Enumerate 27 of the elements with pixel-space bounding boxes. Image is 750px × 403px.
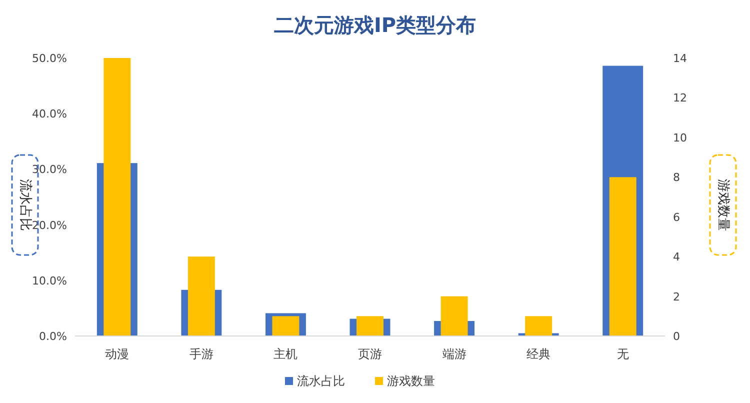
y2-tick-label: 0 <box>673 330 680 343</box>
x-tick-label: 端游 <box>442 347 466 361</box>
y2-axis-title: 游戏数量 <box>716 179 730 231</box>
legend-label: 游戏数量 <box>387 374 435 388</box>
y-tick-label: 50.0% <box>32 52 67 65</box>
x-tick-label: 无 <box>616 347 629 361</box>
y-tick-label: 40.0% <box>32 108 67 121</box>
y2-tick-label: 8 <box>673 171 680 184</box>
x-tick-label: 页游 <box>358 347 382 361</box>
x-tick-label: 经典 <box>526 347 551 361</box>
legend-label: 流水占比 <box>297 374 345 388</box>
y2-tick-label: 14 <box>673 52 687 65</box>
x-tick-label: 主机 <box>274 347 298 361</box>
y-tick-label: 20.0% <box>32 218 67 232</box>
y2-tick-label: 4 <box>673 250 680 264</box>
y-tick-label: 0.0% <box>39 330 67 343</box>
x-tick-label: 动漫 <box>105 347 130 361</box>
y-tick-label: 30.0% <box>32 163 67 176</box>
y-axis-title: 流水占比 <box>18 179 34 231</box>
y2-tick-label: 12 <box>673 92 687 105</box>
y2-tick-label: 2 <box>673 290 680 304</box>
x-tick-label: 手游 <box>189 347 214 361</box>
chart-title: 二次元游戏IP类型分布 <box>274 13 476 37</box>
bar <box>609 177 636 336</box>
y-tick-label: 10.0% <box>32 274 67 288</box>
y2-tick-label: 6 <box>673 210 680 224</box>
y2-tick-label: 10 <box>673 131 687 144</box>
